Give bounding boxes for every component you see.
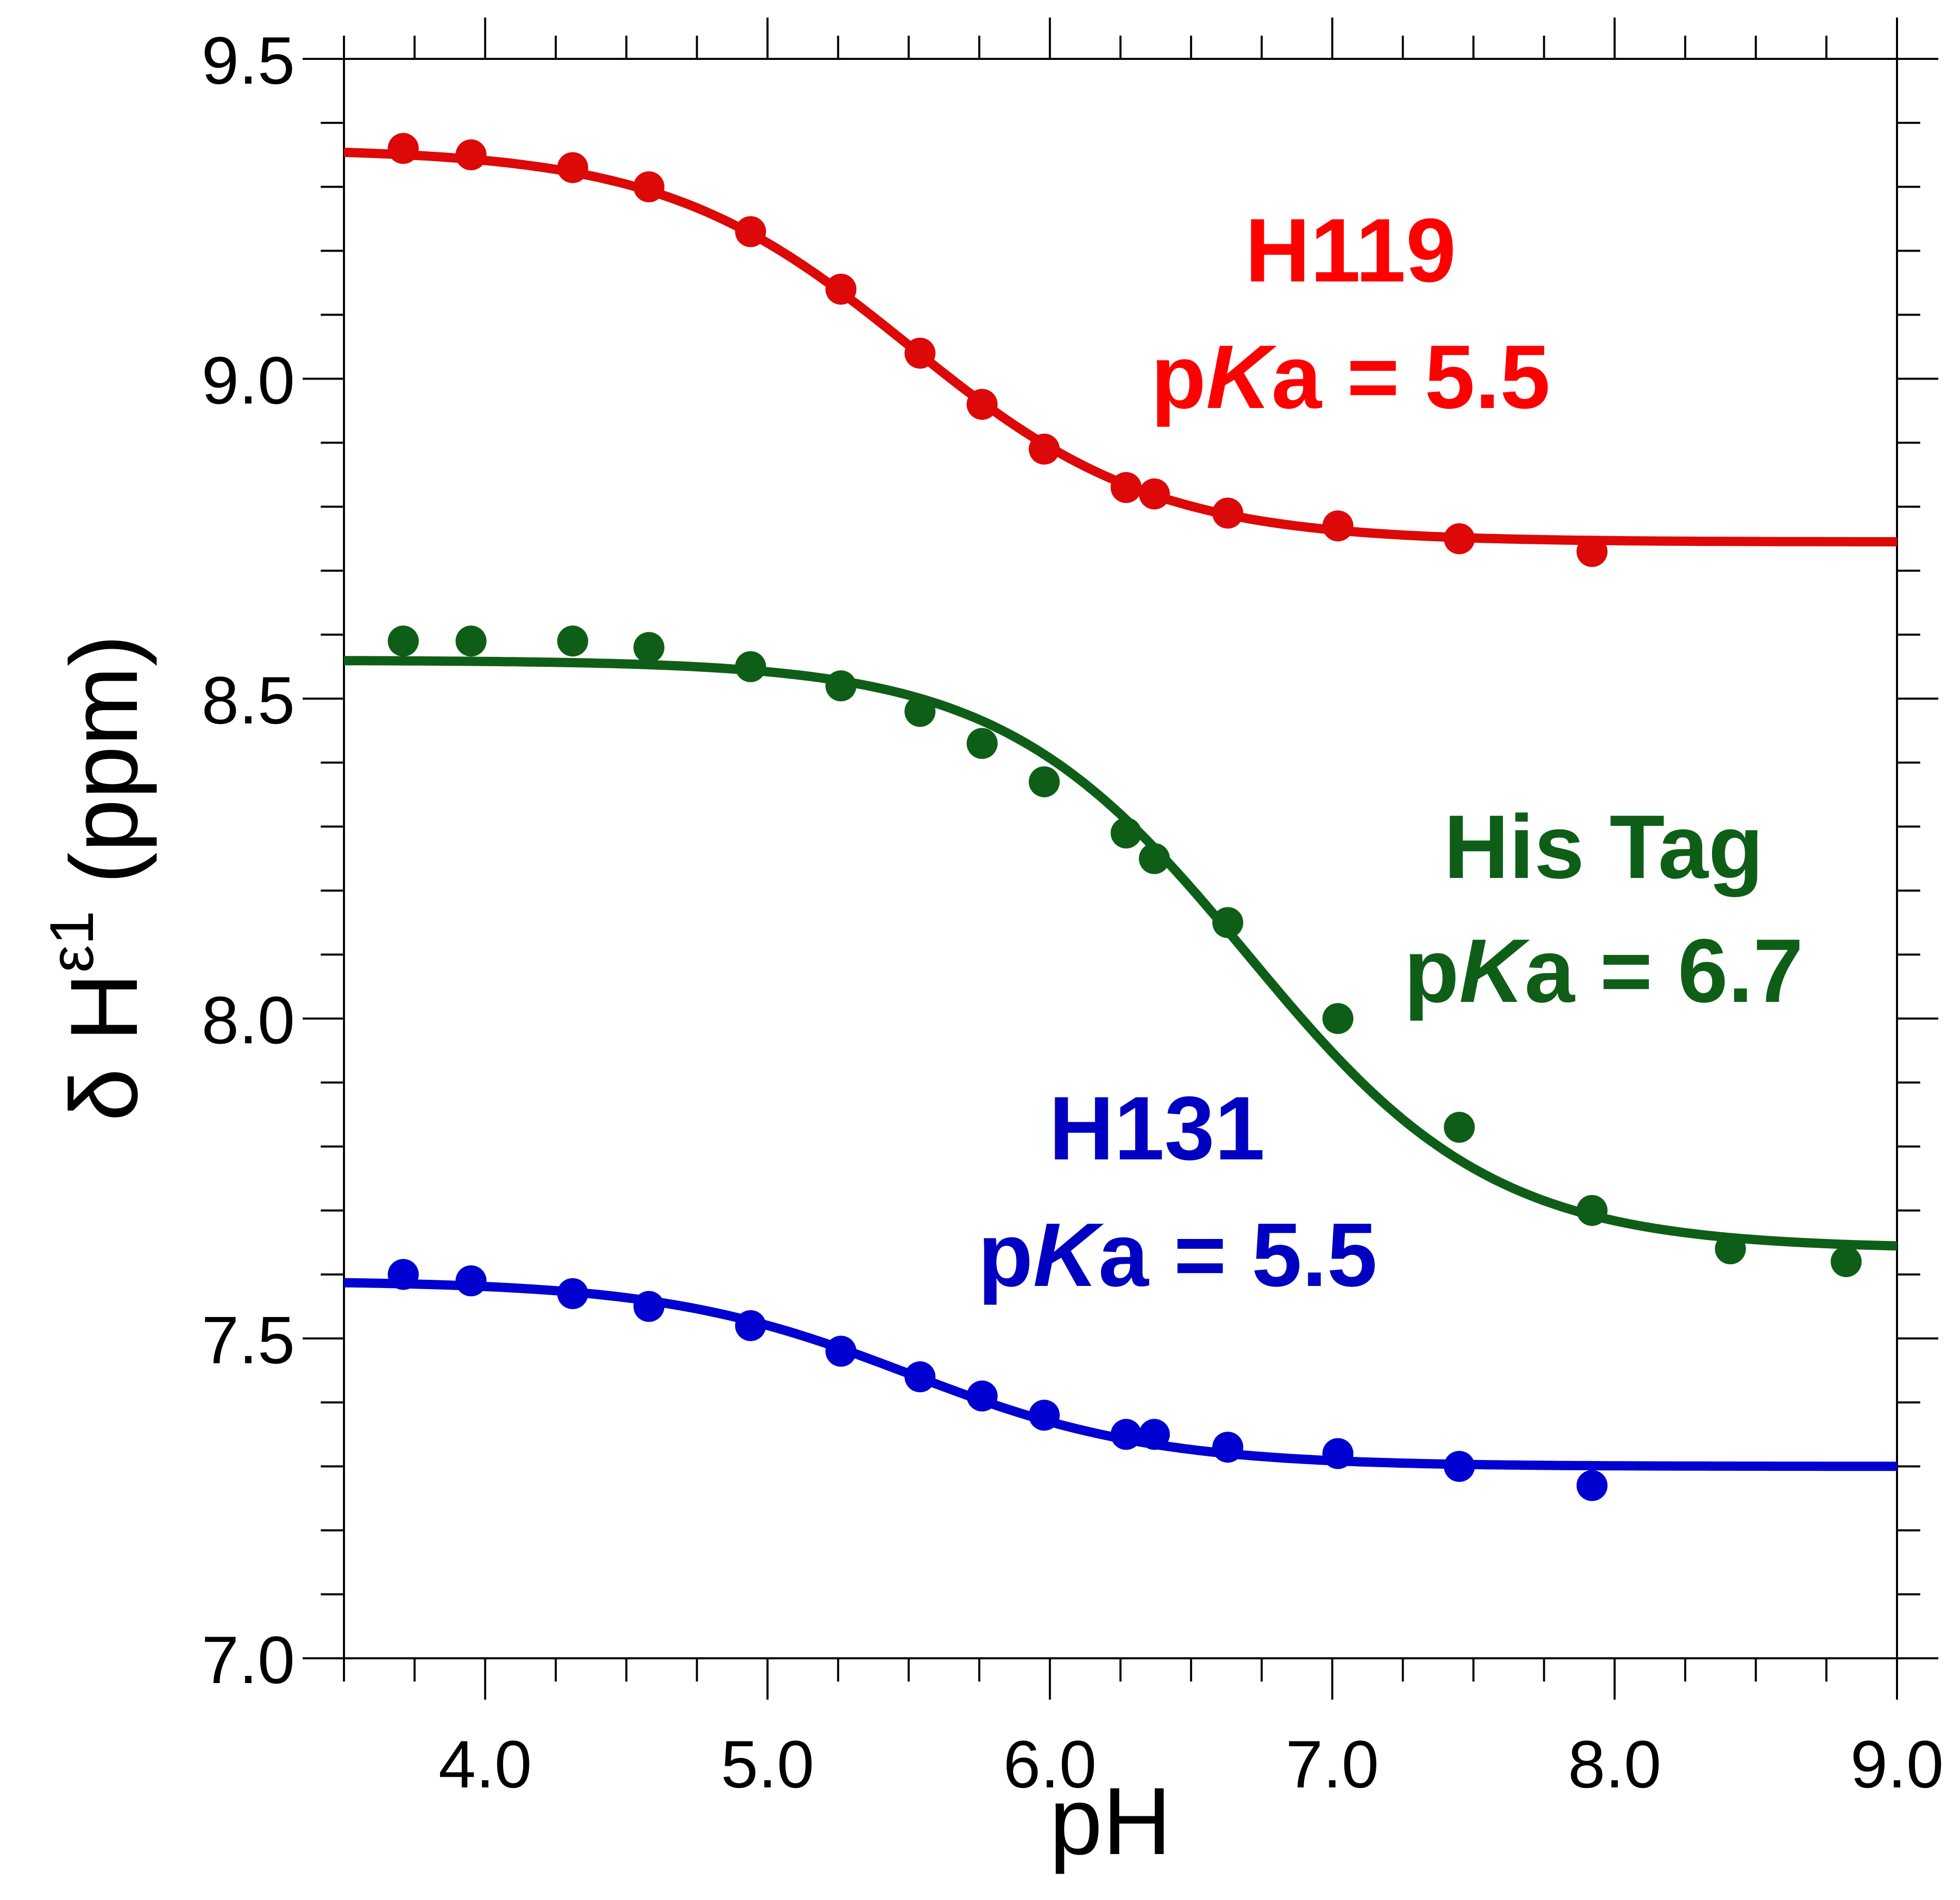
x-tick-label: 7.0: [1285, 1726, 1379, 1802]
data-point-his-tag: [1576, 1195, 1608, 1226]
y-tick-label: 7.5: [201, 1302, 295, 1378]
data-point-his-tag: [1028, 766, 1060, 797]
data-point-h119: [1576, 536, 1608, 567]
fit-curve-his-tag: [344, 656, 1898, 1251]
y-axis-title-suffix: (ppm): [51, 635, 158, 911]
data-point-his-tag: [1715, 1233, 1746, 1265]
data-point-h119: [456, 139, 487, 170]
data-point-his-tag: [825, 670, 857, 702]
data-point-h119: [1212, 497, 1244, 529]
data-point-h119: [825, 273, 857, 305]
svg-text:δ Hε1 (ppm): δ Hε1 (ppm): [37, 635, 158, 1122]
annotation-h131: H131 pKa = 5.5: [978, 1078, 1377, 1306]
data-point-his-tag: [1110, 817, 1142, 849]
annotation-h131-name: H131: [1049, 1078, 1265, 1179]
x-tick-label: 4.0: [438, 1726, 532, 1802]
x-tick-label: 5.0: [721, 1726, 814, 1802]
data-point-h119: [557, 152, 588, 183]
data-point-h131: [1110, 1419, 1142, 1450]
data-point-h131: [456, 1265, 487, 1297]
data-point-his-tag: [1212, 907, 1244, 938]
data-point-h119: [387, 133, 419, 164]
data-point-h131: [387, 1259, 419, 1290]
annotation-histag: His Tag pKa = 6.7: [1404, 797, 1803, 1022]
annotation-histag-name: His Tag: [1444, 797, 1763, 898]
data-point-h131: [1444, 1451, 1475, 1482]
data-point-h119: [904, 337, 936, 369]
data-point-h119: [1110, 472, 1142, 503]
data-points: [387, 133, 1862, 1501]
data-point-his-tag: [633, 632, 665, 663]
data-point-h131: [557, 1278, 588, 1309]
data-point-his-tag: [1830, 1246, 1862, 1277]
data-point-h131: [825, 1336, 857, 1367]
axis-ticks: 4.0 5.0 6.0 7.0 8.0 9.0 7.0 7.5 8.0 8.5 9.0 9.5: [201, 18, 1943, 1802]
x-tick-label: 8.0: [1568, 1726, 1661, 1802]
data-point-h131: [1212, 1432, 1244, 1463]
x-tick-label: 9.0: [1851, 1726, 1944, 1802]
data-point-h119: [1139, 478, 1170, 510]
annotation-h119: H119 pKa = 5.5: [1151, 200, 1550, 428]
data-point-h131: [1322, 1438, 1354, 1469]
data-point-h131: [735, 1310, 766, 1341]
data-point-his-tag: [387, 625, 419, 657]
data-point-his-tag: [966, 728, 998, 759]
annotation-h131-pka: pKa = 5.5: [978, 1205, 1377, 1306]
data-point-his-tag: [1139, 843, 1170, 874]
data-point-h131: [1028, 1400, 1060, 1431]
annotation-histag-pka: pKa = 6.7: [1404, 921, 1803, 1022]
data-point-h131: [1139, 1419, 1170, 1450]
x-tick-label: 6.0: [1003, 1726, 1096, 1802]
data-point-his-tag: [1322, 1003, 1354, 1034]
data-point-h131: [633, 1291, 665, 1322]
data-point-his-tag: [735, 651, 766, 682]
y-axis-title: δ Hε1 (ppm): [37, 635, 158, 1122]
data-point-h131: [1576, 1470, 1608, 1501]
y-tick-label: 8.5: [201, 663, 295, 738]
data-point-his-tag: [904, 696, 936, 727]
data-point-h119: [735, 216, 766, 247]
data-point-h119: [966, 388, 998, 420]
data-point-his-tag: [1444, 1111, 1475, 1143]
data-point-his-tag: [557, 625, 588, 657]
y-tick-label: 9.5: [201, 23, 295, 98]
annotation-h119-pka: pKa = 5.5: [1151, 327, 1550, 428]
data-point-his-tag: [456, 625, 487, 657]
annotation-h119-name: H119: [1245, 200, 1456, 301]
y-tick-label: 9.0: [201, 342, 295, 418]
data-point-h119: [1444, 523, 1475, 555]
data-point-h119: [633, 171, 665, 202]
y-tick-label: 7.0: [201, 1622, 295, 1698]
y-tick-label: 8.0: [201, 982, 295, 1058]
y-axis-title-prefix: δ H: [51, 972, 158, 1121]
data-point-h131: [904, 1361, 936, 1392]
data-point-h119: [1322, 510, 1354, 542]
y-axis-title-superscript: ε1: [37, 910, 106, 972]
data-point-h131: [966, 1380, 998, 1412]
data-point-h119: [1028, 433, 1060, 465]
x-axis-title: pH: [1049, 1768, 1172, 1875]
